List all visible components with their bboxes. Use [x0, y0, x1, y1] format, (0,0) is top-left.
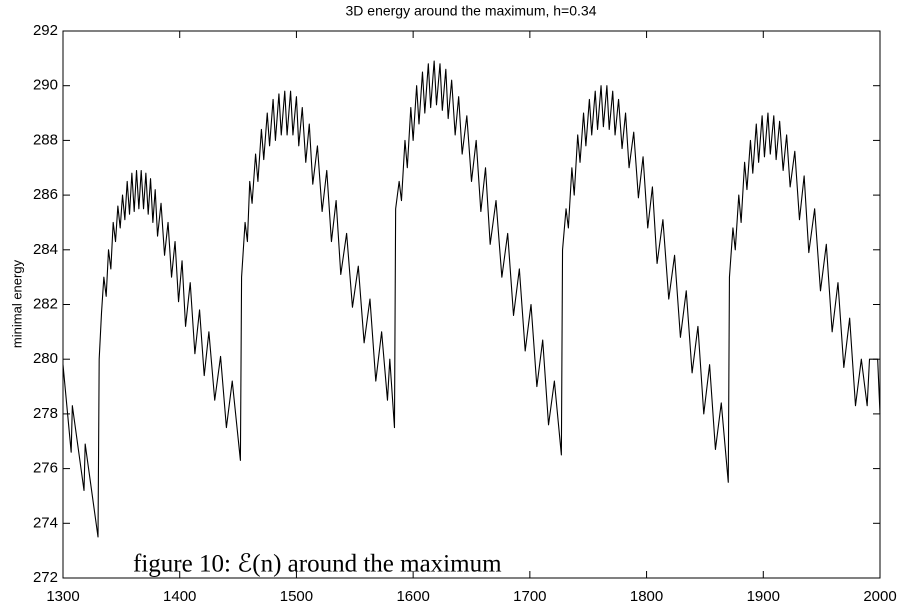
y-tick-label: 278: [33, 405, 58, 422]
y-tick-label: 286: [33, 186, 58, 203]
y-tick-label: 282: [33, 295, 58, 312]
x-tick-label: 1900: [747, 588, 780, 605]
plot-frame: [62, 30, 881, 579]
x-tick-label: 1800: [630, 588, 663, 605]
x-tick-label: 1700: [513, 588, 546, 605]
y-tick-label: 284: [33, 241, 58, 258]
x-tick-label: 2000: [863, 588, 896, 605]
x-tick-label: 1500: [280, 588, 313, 605]
x-tick-label: 1400: [163, 588, 196, 605]
y-axis-label: minimal energy: [9, 259, 24, 348]
y-tick-label: 292: [33, 22, 58, 39]
x-tick-label: 1300: [46, 588, 79, 605]
chart-title: 3D energy around the maximum, h=0.34: [346, 3, 597, 19]
y-tick-label: 272: [33, 569, 58, 586]
y-tick-label: 276: [33, 460, 58, 477]
annotation: figure 10: ℰ(n) around the maximum: [133, 551, 502, 578]
y-tick-label: 288: [33, 131, 58, 148]
y-tick-label: 274: [33, 514, 58, 531]
y-tick-label: 280: [33, 350, 58, 367]
y-tick-label: 290: [33, 77, 58, 94]
data-line: [62, 60, 881, 538]
x-tick-label: 1600: [396, 588, 429, 605]
